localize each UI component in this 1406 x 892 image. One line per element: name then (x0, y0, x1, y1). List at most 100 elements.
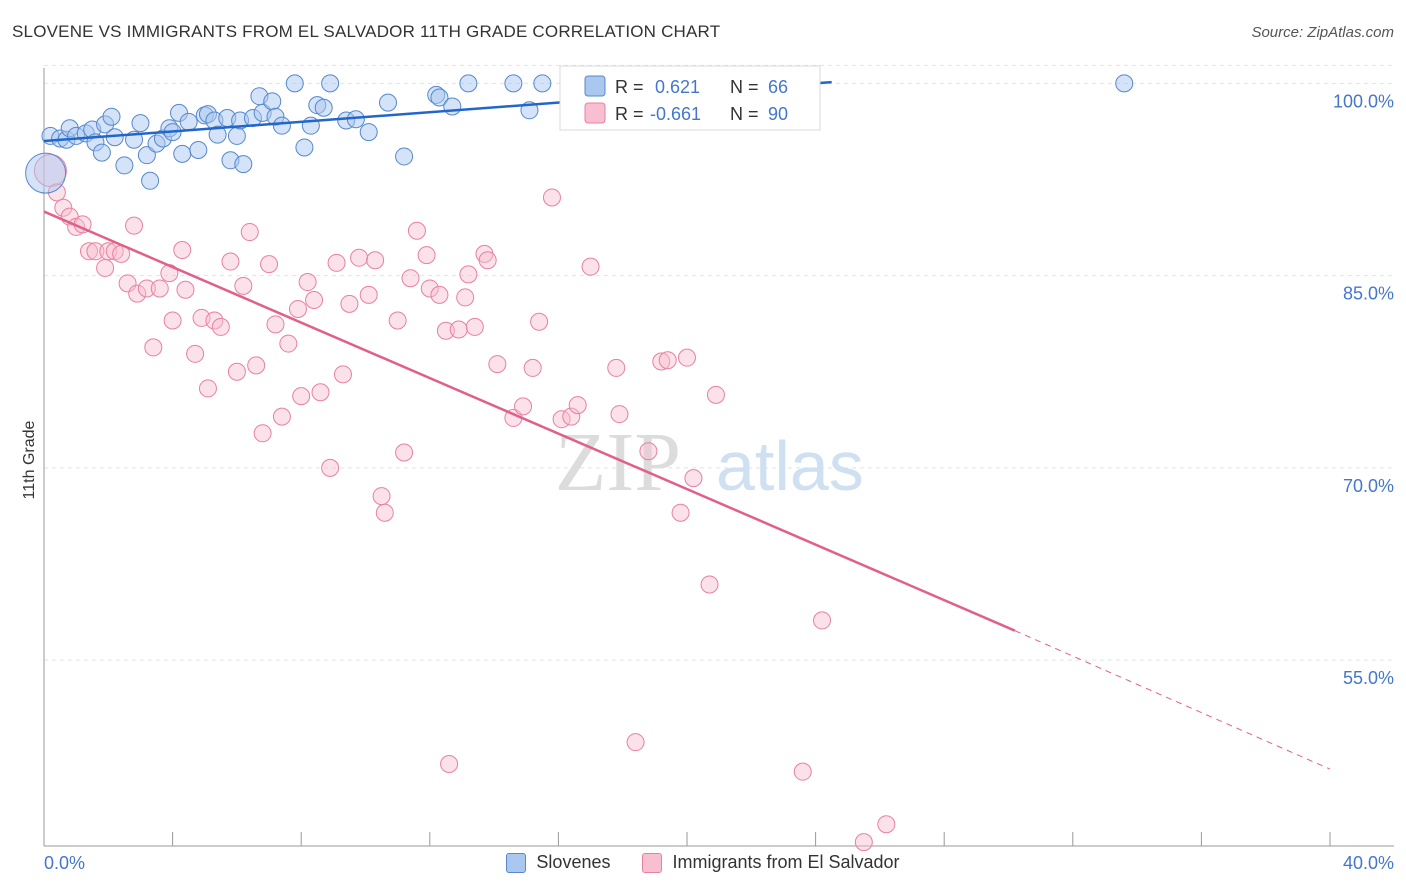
legend-r-value-1: 0.621 (650, 77, 700, 97)
pink-point (684, 469, 703, 488)
pink-point (327, 253, 346, 272)
pink-point (86, 242, 105, 261)
pink-point (292, 387, 311, 406)
pink-point (144, 338, 163, 357)
pink-point (359, 285, 378, 304)
legend-swatch-el-salvador (642, 852, 663, 873)
legend-n-label-2: N = (730, 104, 759, 124)
x-tick-label-max: 40.0% (1343, 853, 1394, 873)
y-tick-label: 55.0% (1343, 668, 1394, 688)
blue-point (379, 93, 398, 112)
trendlines (43, 80, 1331, 770)
pink-point (150, 279, 169, 298)
pink-point (288, 299, 307, 318)
pink-point (333, 365, 352, 384)
pink-point (530, 312, 549, 331)
pink-point (176, 280, 195, 299)
pink-point (542, 188, 561, 207)
pink-point (211, 317, 230, 336)
gridlines (44, 64, 1394, 661)
pink-point (568, 396, 587, 415)
pink-point (488, 355, 507, 374)
pink-point (266, 315, 285, 334)
pink-point (440, 754, 459, 773)
pink-point (420, 279, 439, 298)
legend-label-el-salvador: Immigrants from El Salvador (672, 852, 900, 872)
watermark-atlas: atlas (716, 427, 864, 505)
blue-point (263, 92, 282, 111)
blue-point (179, 112, 198, 131)
pink-point (854, 833, 873, 852)
blue-point (189, 141, 208, 160)
legend-r-value-2: -0.661 (650, 104, 701, 124)
pink-point (407, 221, 426, 240)
blue-point (321, 74, 340, 93)
el-salvador-trendline-extension (1014, 630, 1331, 770)
pink-point (128, 284, 147, 303)
pink-point (311, 383, 330, 402)
pink-point (272, 407, 291, 426)
pink-point (813, 611, 832, 630)
y-tick-label: 85.0% (1343, 284, 1394, 304)
y-tick-label: 100.0% (1333, 91, 1394, 111)
chart-title: SLOVENE VS IMMIGRANTS FROM EL SALVADOR 1… (12, 22, 721, 41)
pink-point (417, 246, 436, 265)
blue-point (141, 171, 160, 190)
pink-point (366, 251, 385, 270)
pink-point (671, 503, 690, 522)
pink-point (247, 356, 266, 375)
pink-point (350, 248, 369, 267)
blue-point (395, 147, 414, 166)
blue-point (359, 123, 378, 142)
legend-item-slovenes: Slovenes (506, 852, 610, 873)
pink-point (163, 311, 182, 330)
blue-point (430, 88, 449, 107)
pink-point (478, 251, 497, 270)
blue-point (443, 97, 462, 116)
source-credit: Source: ZipAtlas.com (1251, 24, 1394, 41)
pink-point (639, 442, 658, 461)
pink-point (607, 358, 626, 377)
legend-n-value-2: 90 (768, 104, 788, 124)
blue-point (314, 98, 333, 117)
pink-point (523, 358, 542, 377)
legend-label-slovenes: Slovenes (536, 852, 611, 872)
pink-point (449, 320, 468, 339)
legend-r-label-2: R = (615, 104, 644, 124)
pink-point (581, 257, 600, 276)
y-axis-label: 11th Grade (21, 420, 38, 499)
blue-point (533, 74, 552, 93)
watermark-zip: ZIP (555, 416, 681, 509)
blue-point (234, 155, 253, 174)
pink-point (401, 269, 420, 288)
pink-point (54, 198, 73, 217)
blue-point (227, 126, 246, 145)
pink-point (877, 815, 896, 834)
blue-point (102, 107, 121, 126)
legend-pink-swatch (584, 102, 606, 124)
blue-point (459, 74, 478, 93)
pink-point (221, 252, 240, 271)
pink-point (372, 487, 391, 506)
legend-swatch-slovenes (506, 852, 527, 873)
pink-point (240, 223, 259, 242)
blue-point (1115, 74, 1134, 93)
pink-point (96, 258, 115, 277)
pink-point (80, 242, 99, 261)
watermark: ZIP atlas (555, 416, 864, 509)
x-ticks (43, 832, 1331, 846)
pink-point (436, 321, 455, 340)
pink-point (395, 443, 414, 462)
pink-point (305, 290, 324, 309)
pink-point (610, 405, 629, 424)
legend-n-label-1: N = (730, 77, 759, 97)
pink-point (186, 344, 205, 363)
blue-point (295, 138, 314, 157)
pink-point (173, 241, 192, 260)
pink-point (459, 265, 478, 284)
axes (43, 68, 1394, 847)
pink-point (793, 762, 812, 781)
legend-box: R = 0.621 N = 66 R = -0.661 N = 90 (559, 65, 821, 131)
x-tick-label-min: 0.0% (44, 853, 85, 873)
